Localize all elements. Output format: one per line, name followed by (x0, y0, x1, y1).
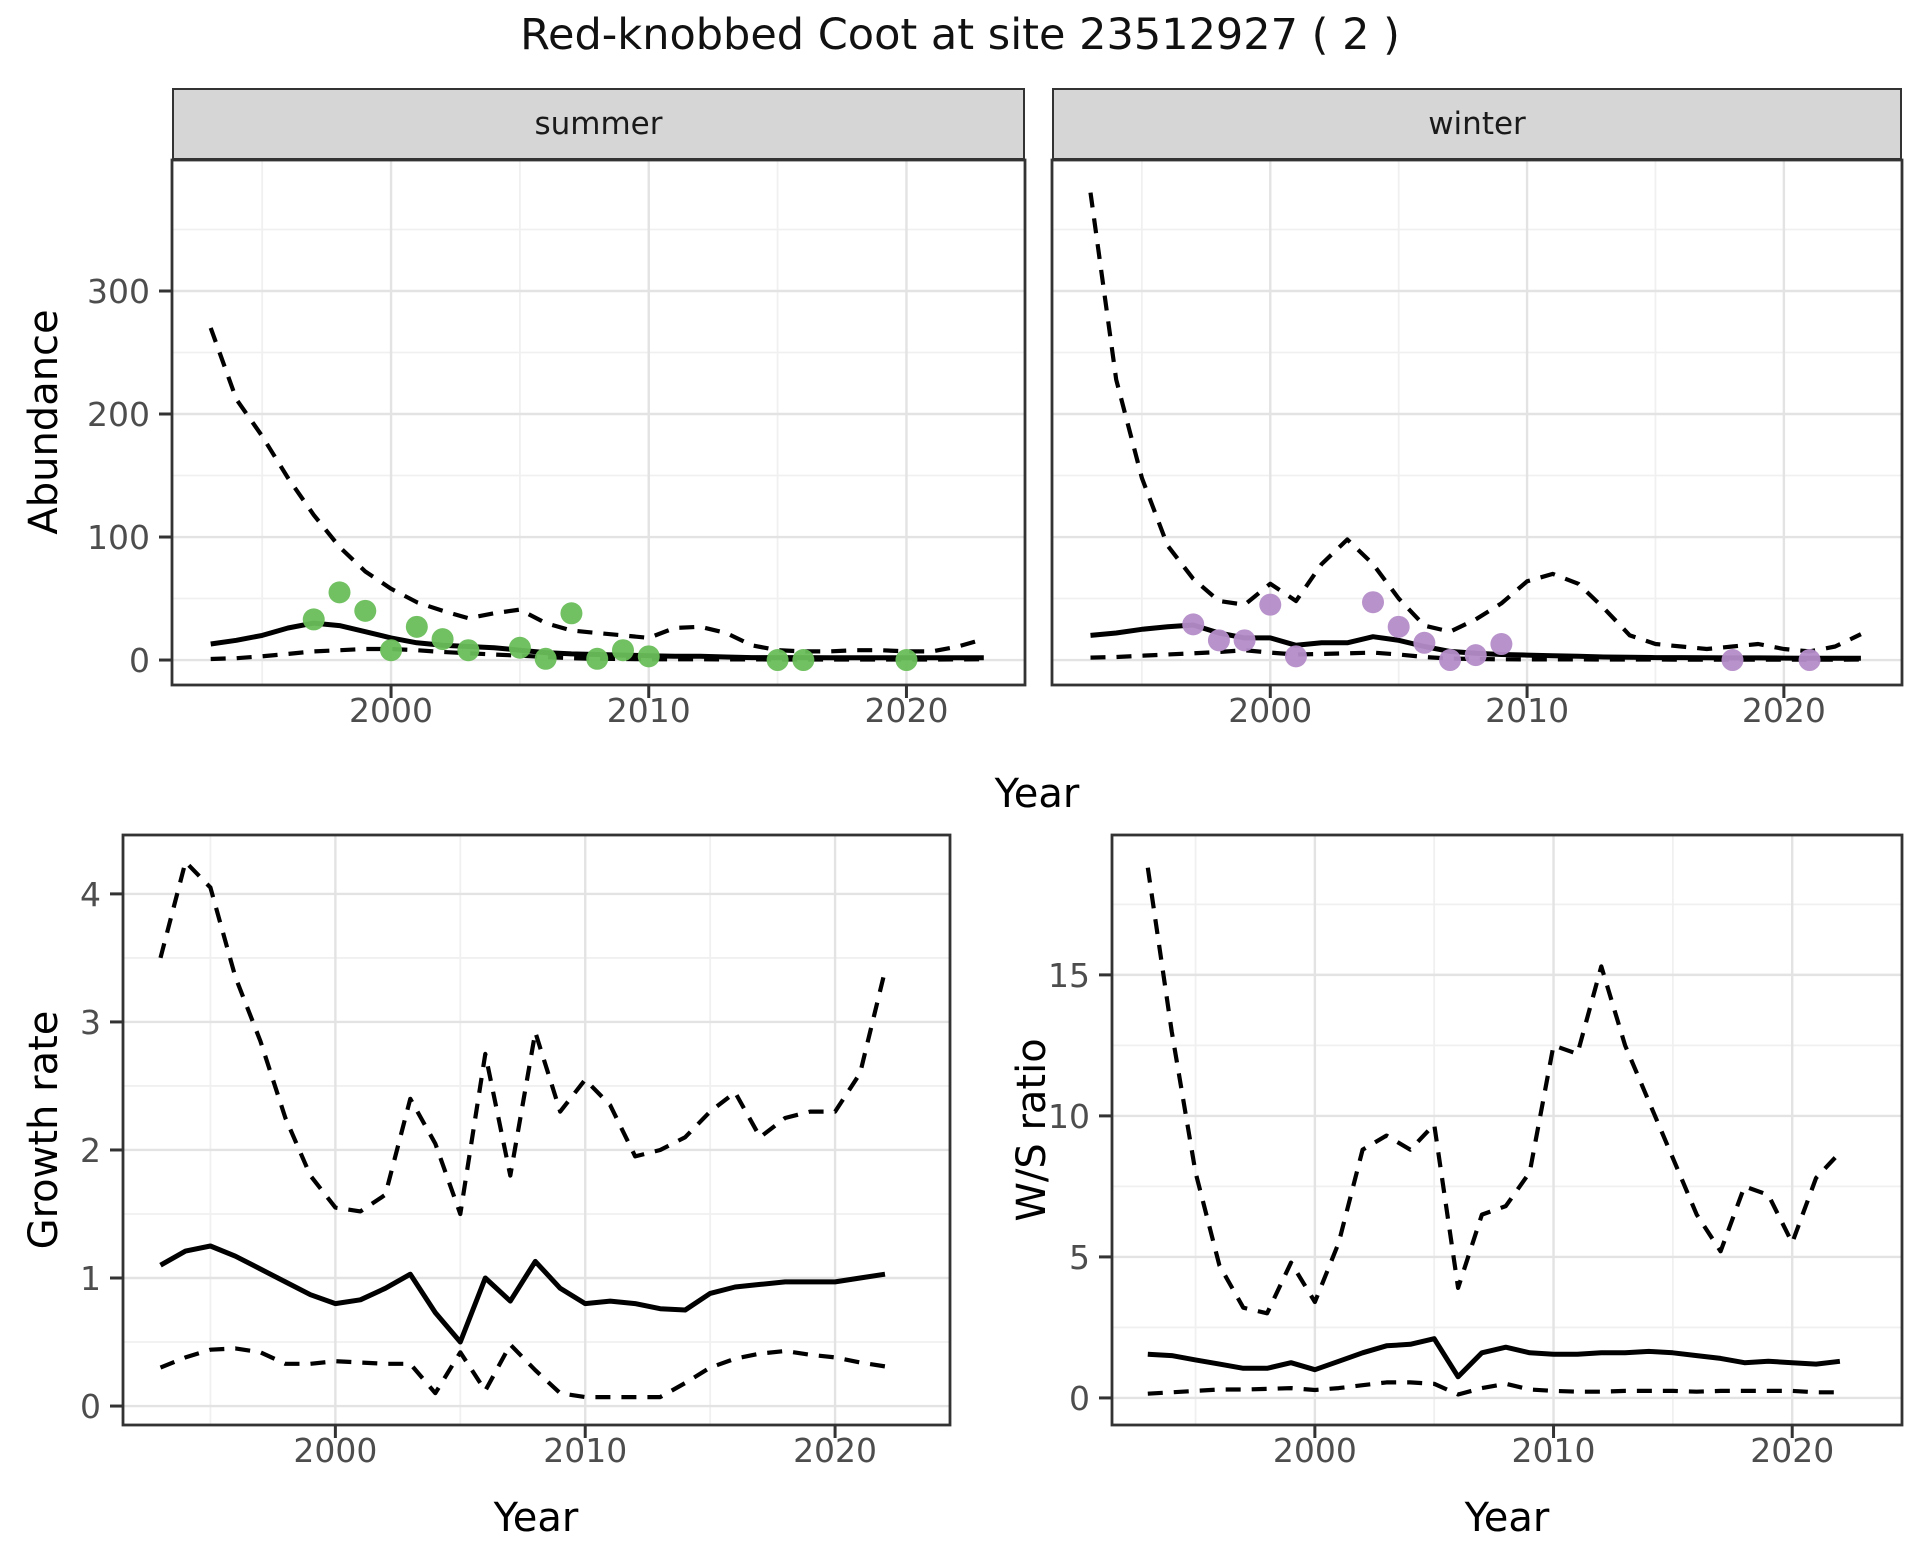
growth_rate-model_fit-line (159, 1243, 886, 1345)
chart-title: Red-knobbed Coot at site 23512927 ( 2 ) (520, 10, 1400, 60)
x-axis-tick-label: 2000 (1273, 1431, 1357, 1470)
abundance_winter-observation-point (1207, 629, 1230, 652)
y-axis-tick-label: 200 (87, 395, 150, 434)
x-axis-tick-label: 2020 (793, 1431, 877, 1470)
y-axis-title-ws-ratio: W/S ratio (1009, 1038, 1055, 1222)
y-axis-title-abundance: Abundance (21, 309, 67, 535)
abundance_winter-observation-point (1490, 633, 1513, 656)
growth_rate-panel-border (121, 833, 952, 1427)
abundance_summer-observation-point (792, 649, 815, 672)
abundance_winter-observation-point (1182, 613, 1205, 636)
x-axis-tick-label: 2000 (293, 1431, 377, 1470)
y-axis-tick-label: 10 (1048, 1097, 1090, 1136)
abundance_summer-observation-point (508, 636, 531, 659)
x-axis-tick-label: 2000 (349, 691, 433, 730)
abundance_summer-observation-point (457, 639, 480, 662)
abundance_summer-observation-point (560, 602, 583, 625)
y-axis-tick-label: 1 (80, 1259, 101, 1298)
y-axis-tick-label: 4 (80, 875, 101, 914)
y-axis-tick-label: 15 (1048, 956, 1090, 995)
x-axis-tick-label: 2020 (1750, 1431, 1834, 1470)
abundance_winter-observation-point (1439, 649, 1462, 672)
ws_ratio-panel-background (1112, 835, 1902, 1425)
abundance_winter-panel-border (1050, 158, 1904, 687)
abundance_winter-observation-point (1798, 649, 1821, 672)
y-axis-tick-label: 0 (129, 641, 150, 680)
y-axis-tick-label: 300 (87, 272, 150, 311)
ws_ratio-lower_95ci-line (1147, 1380, 1840, 1397)
abundance_winter-observation-point (1721, 649, 1744, 672)
facet-strip-winter: winter (1052, 88, 1902, 160)
growth_rate-upper_95ci-line (158, 859, 888, 1217)
abundance_winter-observation-point (1259, 593, 1282, 616)
y-axis-tick-label: 2 (80, 1131, 101, 1170)
abundance_summer-observation-point (637, 645, 660, 668)
y-axis-tick-label: 100 (87, 518, 150, 557)
abundance_winter-observation-point (1413, 631, 1436, 654)
abundance_winter-upper_95ci-line (1088, 192, 1862, 654)
abundance_summer-observation-point (405, 615, 428, 638)
facet-label-winter: winter (1428, 106, 1526, 142)
y-axis-tick-label: 5 (1069, 1238, 1090, 1277)
x-axis-tick-label: 2010 (1485, 691, 1569, 730)
abundance_summer-panel-background (172, 160, 1025, 685)
x-axis-title-year-growth: Year (493, 1495, 579, 1541)
abundance_summer-observation-point (534, 647, 557, 670)
abundance_summer-observation-point (380, 639, 403, 662)
x-axis-tick-label: 2010 (607, 691, 691, 730)
ws_ratio-model_fit-line (1147, 1336, 1841, 1380)
abundance_winter-observation-point (1233, 629, 1256, 652)
x-axis-tick-label: 2010 (1512, 1431, 1596, 1470)
abundance_summer-observation-point (586, 647, 609, 670)
facet-strip-summer: summer (172, 88, 1025, 160)
y-axis-tick-label: 0 (80, 1387, 101, 1426)
ws_ratio-panel-border (1110, 833, 1904, 1427)
abundance_winter-observation-point (1387, 615, 1410, 638)
abundance_winter-observation-point (1284, 645, 1307, 668)
abundance_winter-observation-point (1464, 644, 1487, 667)
abundance_summer-observation-point (302, 608, 325, 631)
x-axis-tick-label: 2010 (543, 1431, 627, 1470)
x-axis-tick-label: 2020 (864, 691, 948, 730)
abundance_winter-panel-background (1052, 160, 1902, 685)
abundance_summer-observation-point (611, 639, 634, 662)
y-axis-title-growth-rate: Growth rate (21, 1010, 67, 1250)
abundance_summer-observation-point (431, 628, 454, 651)
y-axis-tick-label: 3 (80, 1003, 101, 1042)
y-axis-tick-label: 0 (1069, 1379, 1090, 1418)
x-axis-title-year-ws: Year (1464, 1495, 1550, 1541)
x-axis-tick-label: 2000 (1228, 691, 1312, 730)
growth_rate-panel-background (123, 835, 950, 1425)
abundance_summer-observation-point (354, 599, 377, 622)
abundance_summer-observation-point (766, 649, 789, 672)
x-axis-title-year-top: Year (994, 771, 1080, 817)
abundance_summer-observation-point (328, 581, 351, 604)
facet-label-summer: summer (534, 106, 663, 142)
abundance_summer-observation-point (895, 649, 918, 672)
abundance_winter-observation-point (1361, 591, 1384, 614)
abundance_summer-panel-border (170, 158, 1027, 687)
x-axis-tick-label: 2020 (1742, 691, 1826, 730)
ws_ratio-upper_95ci-line (1145, 867, 1842, 1316)
